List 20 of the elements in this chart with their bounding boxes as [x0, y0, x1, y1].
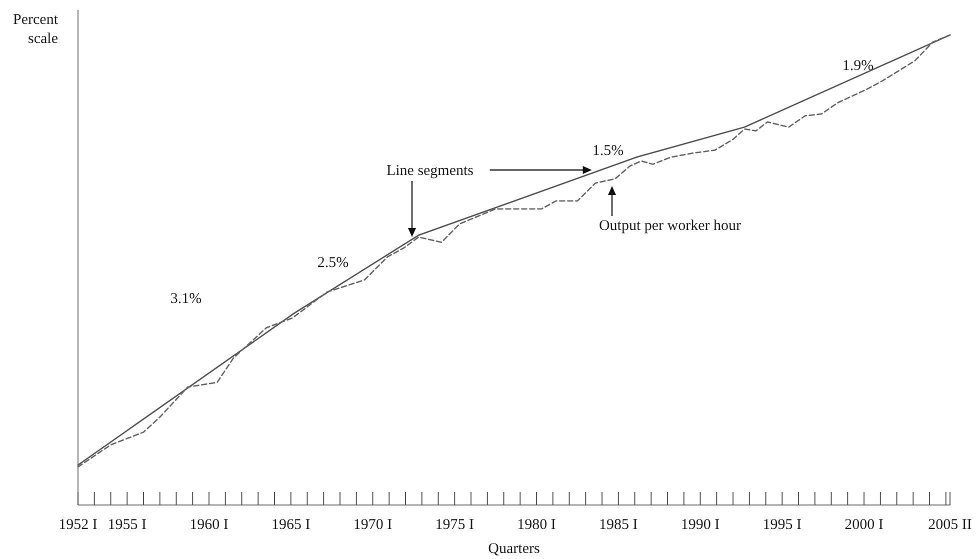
annotation: Output per worker hour — [598, 218, 742, 234]
x-tick-label: 1960 I — [190, 517, 228, 533]
x-tick-label: 1952 I — [58, 517, 98, 533]
x-tick-label: 1975 I — [435, 517, 474, 533]
y-axis-title: Percent scale — [13, 12, 59, 47]
x-tick-label: 1965 I — [272, 517, 310, 533]
x-tick-label: 1980 I — [517, 517, 556, 533]
annotation: 1.9% — [842, 58, 874, 74]
annotation: 1.5% — [592, 143, 624, 159]
x-tick-label: 2000 I — [844, 517, 884, 533]
x-tick-label: 1985 I — [599, 517, 638, 533]
annotation: 2.5% — [317, 255, 349, 271]
x-axis-title: Quarters — [488, 541, 540, 557]
x-tick-label: 1990 I — [680, 517, 720, 533]
x-tick-label: 2005 II — [928, 517, 972, 533]
x-tick-label: 1995 I — [762, 517, 802, 533]
x-tick-label: 1970 I — [353, 517, 392, 533]
annotation: 3.1% — [170, 291, 202, 307]
annotation: Line segments — [386, 163, 474, 179]
x-tick-label: 1955 I — [108, 517, 146, 533]
